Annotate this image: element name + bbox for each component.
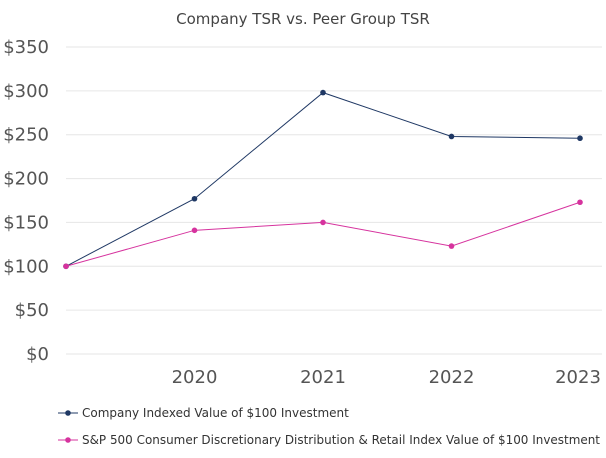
- x-tick-label: 2021: [300, 367, 346, 388]
- y-tick-label: $100: [3, 256, 49, 277]
- data-point: [448, 133, 455, 140]
- y-tick-label: $300: [3, 81, 49, 102]
- legend: Company Indexed Value of $100 Investment…: [58, 406, 600, 447]
- y-tick-label: $200: [3, 169, 49, 190]
- y-tick-label: $250: [3, 125, 49, 146]
- y-tick-label: $350: [3, 37, 49, 58]
- legend-swatch-marker: [65, 437, 71, 443]
- series-lines: [63, 89, 583, 270]
- x-tick-label: 2023: [555, 367, 601, 388]
- y-tick-label: $0: [26, 344, 49, 365]
- series-line-2: [65, 201, 581, 267]
- gridlines: [66, 46, 602, 355]
- data-point: [577, 199, 583, 206]
- data-point: [577, 135, 583, 142]
- y-axis: $0 $50 $100 $150 $200 $250 $300 $350: [3, 37, 49, 365]
- chart-title: Company TSR vs. Peer Group TSR: [176, 10, 430, 28]
- data-point: [448, 243, 455, 249]
- y-tick-label: $50: [15, 300, 49, 321]
- y-tick-label: $150: [3, 212, 49, 233]
- legend-label: S&P 500 Consumer Discretionary Distribut…: [82, 433, 600, 447]
- data-point: [191, 227, 198, 234]
- x-tick-label: 2022: [429, 367, 475, 388]
- x-tick-label: 2020: [172, 367, 218, 388]
- data-point: [320, 219, 326, 226]
- data-point: [63, 263, 69, 270]
- series-line-1: [65, 92, 581, 267]
- x-axis: 2020 2021 2022 2023: [172, 367, 601, 388]
- legend-swatch-marker: [65, 410, 71, 416]
- data-point: [320, 89, 326, 96]
- legend-label: Company Indexed Value of $100 Investment: [82, 406, 349, 420]
- data-point: [191, 195, 198, 202]
